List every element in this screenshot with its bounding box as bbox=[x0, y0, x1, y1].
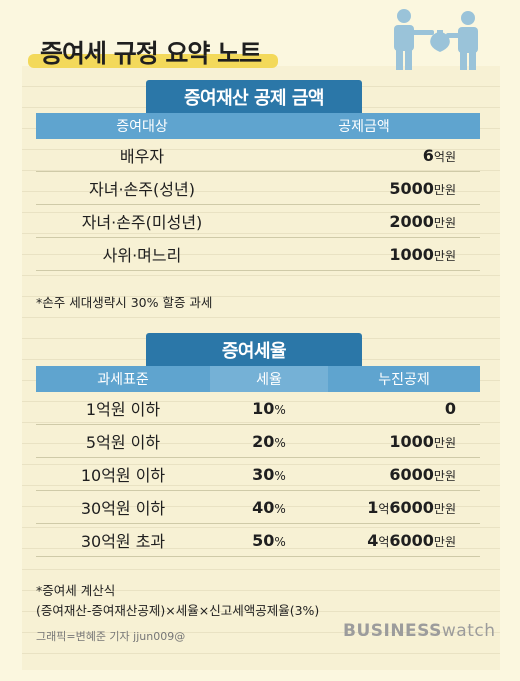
progressive-deduction-cell: 4억6000만원 bbox=[328, 523, 480, 557]
amount-cell: 6억원 bbox=[248, 139, 480, 172]
progressive-deduction-cell: 1000만원 bbox=[328, 424, 480, 458]
base-cell: 30억원 이하 bbox=[36, 490, 210, 524]
column-header-target: 증여대상 bbox=[36, 113, 248, 139]
page-title: 증여세 규정 요약 노트 bbox=[40, 39, 262, 68]
progressive-deduction-cell: 0 bbox=[328, 392, 480, 425]
table-row: 사위·며느리 1000만원 bbox=[36, 237, 480, 271]
table-row: 10억원 이하 30% 6000만원 bbox=[36, 457, 480, 491]
column-header-amount: 공제금액 bbox=[248, 113, 480, 139]
amount-cell: 2000만원 bbox=[248, 204, 480, 238]
tax-formula-label: *증여세 계산식 bbox=[36, 583, 116, 598]
column-header-deduction: 누진공제 bbox=[328, 366, 480, 392]
table-row: 1억원 이하 10% 0 bbox=[36, 392, 480, 425]
base-cell: 30억원 초과 bbox=[36, 523, 210, 557]
tax-rate-table: 과세표준 세율 누진공제 1억원 이하 10% 0 5억원 이하 20% 100… bbox=[36, 366, 480, 557]
people-giving-money-icon bbox=[394, 9, 478, 70]
target-cell: 자녀·손주(성년) bbox=[36, 171, 248, 205]
title-area: 증여세 규정 요약 노트 bbox=[22, 14, 382, 68]
base-cell: 1억원 이하 bbox=[36, 392, 210, 425]
progressive-deduction-cell: 6000만원 bbox=[328, 457, 480, 491]
base-cell: 10억원 이하 bbox=[36, 457, 210, 491]
table-row: 배우자 6억원 bbox=[36, 139, 480, 172]
table-row: 자녀·손주(미성년) 2000만원 bbox=[36, 204, 480, 238]
column-header-base: 과세표준 bbox=[36, 366, 210, 392]
deduction-footnote: *손주 세대생략시 30% 할증 과세 bbox=[36, 295, 213, 310]
businesswatch-logo: BUSINESSwatch bbox=[343, 621, 496, 641]
amount-cell: 1000만원 bbox=[248, 237, 480, 271]
table-header-row: 증여대상 공제금액 bbox=[36, 113, 480, 139]
table-row: 5억원 이하 20% 1000만원 bbox=[36, 424, 480, 458]
column-header-rate: 세율 bbox=[210, 366, 328, 392]
tab-deduction-amount: 증여재산 공제 금액 bbox=[146, 80, 362, 113]
progressive-deduction-cell: 1억6000만원 bbox=[328, 490, 480, 524]
table-row: 30억원 초과 50% 4억6000만원 bbox=[36, 523, 480, 557]
tab-tax-rate: 증여세율 bbox=[146, 333, 362, 366]
target-cell: 배우자 bbox=[36, 139, 248, 172]
table-row: 30억원 이하 40% 1억6000만원 bbox=[36, 490, 480, 524]
target-cell: 자녀·손주(미성년) bbox=[36, 204, 248, 238]
deduction-table: 증여대상 공제금액 배우자 6억원 자녀·손주(성년) 5000만원 자녀·손주… bbox=[36, 113, 480, 271]
rate-cell: 40% bbox=[210, 490, 328, 524]
table-row: 자녀·손주(성년) 5000만원 bbox=[36, 171, 480, 205]
rate-cell: 50% bbox=[210, 523, 328, 557]
rate-cell: 10% bbox=[210, 392, 328, 425]
amount-cell: 5000만원 bbox=[248, 171, 480, 205]
rate-cell: 20% bbox=[210, 424, 328, 458]
rate-cell: 30% bbox=[210, 457, 328, 491]
tax-formula: (증여재산-증여재산공제)×세율×신고세액공제율(3%) bbox=[36, 603, 320, 618]
target-cell: 사위·며느리 bbox=[36, 237, 248, 271]
table-header-row: 과세표준 세율 누진공제 bbox=[36, 366, 480, 392]
graphic-credit: 그래픽=변혜준 기자 jjun009@ bbox=[36, 630, 186, 643]
title-highlight bbox=[28, 54, 278, 68]
base-cell: 5억원 이하 bbox=[36, 424, 210, 458]
